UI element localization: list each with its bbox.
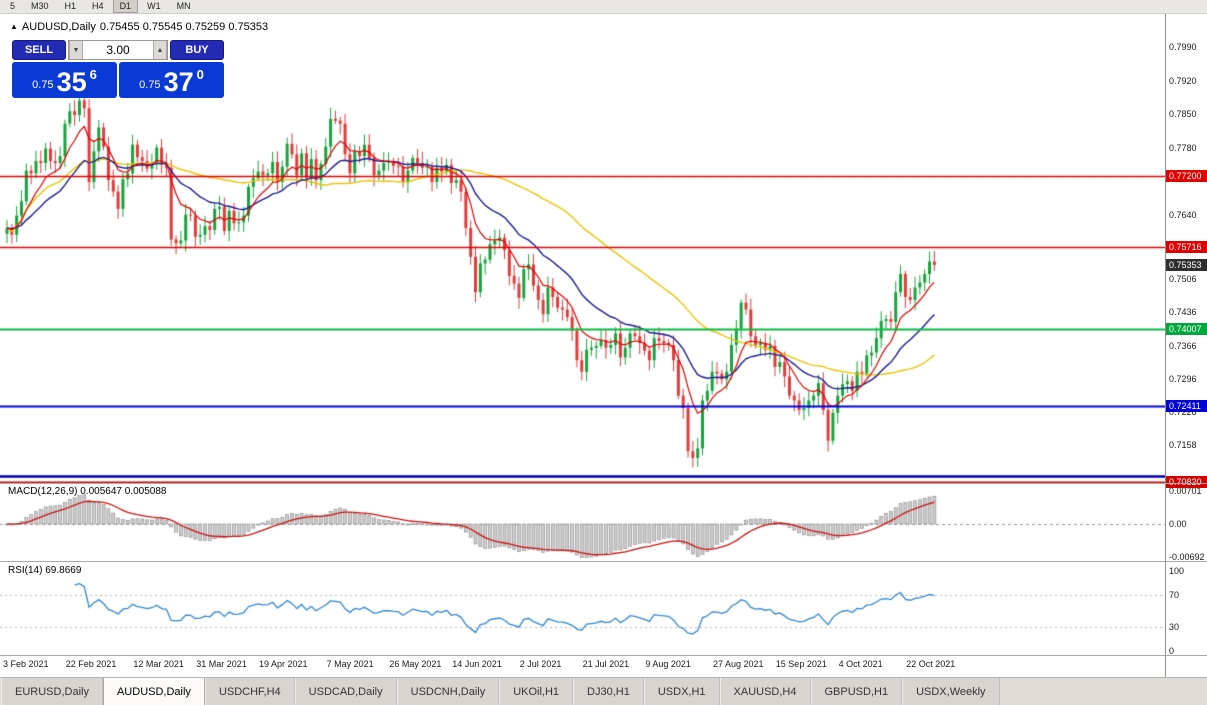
one-click-collapse-icon[interactable]: ▲ — [10, 22, 18, 31]
date-axis-label: 2 Jul 2021 — [519, 659, 562, 669]
macd-axis-label: 0.00 — [1169, 519, 1187, 529]
price-axis-label: 0.7228 — [1169, 406, 1197, 417]
date-axis-label: 22 Feb 2021 — [65, 659, 117, 669]
date-axis-label: 19 Apr 2021 — [258, 659, 308, 669]
chart-title: ▲ AUDUSD,Daily 0.75455 0.75545 0.75259 0… — [10, 21, 268, 33]
price-axis-label: 0.7436 — [1169, 307, 1197, 318]
rsi-axis-label: 30 — [1169, 622, 1180, 632]
buy-price-point: 0 — [196, 67, 204, 82]
volume-input[interactable] — [83, 41, 153, 59]
sell-price-pips: 35 — [56, 67, 87, 97]
macd-pane-separator[interactable] — [0, 483, 1207, 484]
chart-tab-usdcnh-daily[interactable]: USDCNH,Daily — [396, 678, 500, 705]
date-axis-label: 15 Sep 2021 — [775, 659, 827, 669]
chart-tab-usdx-weekly[interactable]: USDX,Weekly — [902, 678, 1000, 705]
chart-ohlc-values: 0.75455 0.75545 0.75259 0.75353 — [99, 21, 269, 33]
price-axis-label: 0.7296 — [1169, 374, 1197, 385]
rsi-axis-label: 70 — [1169, 590, 1180, 600]
timeframe-toolbar: 5 M30 H1 H4 D1 W1 MN — [0, 0, 1207, 14]
chart-tab-bar: EURUSD,Daily AUDUSD,Daily USDCHF,H4 USDCAD,… — [0, 677, 1207, 705]
chart-tab-gbpusd-h1[interactable]: GBPUSD,H1 — [810, 678, 903, 705]
sell-price-head: 0.75 — [32, 79, 54, 91]
date-axis-label: 27 Aug 2021 — [713, 659, 764, 669]
chart-tab-eurusd-daily[interactable]: EURUSD,Daily — [1, 678, 103, 705]
chart-area: ▲ AUDUSD,Daily 0.75455 0.75545 0.75259 0… — [0, 14, 1207, 677]
date-axis-label: 22 Oct 2021 — [906, 659, 956, 669]
timeframe-button-d1[interactable]: D1 — [112, 0, 139, 13]
timeframe-button-5[interactable]: 5 — [10, 1, 16, 11]
price-axis-label: 0.7850 — [1169, 109, 1197, 120]
price-axis-label: 0.7920 — [1169, 75, 1197, 86]
current-price-tag: 0.75353 — [1166, 258, 1207, 271]
support-green-price-tag: 0.74007 — [1166, 323, 1207, 336]
price-axis-label: 0.7506 — [1169, 273, 1197, 284]
volume-decrease-button[interactable]: ▼ — [69, 41, 83, 59]
date-axis-label: 21 Jul 2021 — [582, 659, 630, 669]
macd-indicator-label: MACD(12,26,9) 0.005647 0.005088 — [8, 486, 167, 497]
date-axis-label: 3 Feb 2021 — [3, 659, 49, 669]
timeframe-button-m30[interactable]: M30 — [31, 1, 49, 11]
chart-tab-dj30-h1[interactable]: DJ30,H1 — [573, 678, 644, 705]
chart-symbol-label: AUDUSD,Daily — [21, 21, 96, 33]
macd-axis-label: 0.00701 — [1169, 485, 1202, 496]
support-red-price-tag: 0.70820 — [1166, 475, 1207, 488]
chart-tab-usdcad-daily[interactable]: USDCAD,Daily — [294, 678, 397, 705]
volume-increase-button[interactable]: ▲ — [153, 41, 167, 59]
price-axis-label: 0.7780 — [1169, 142, 1197, 153]
sell-price-point: 6 — [89, 67, 97, 82]
buy-price-panel[interactable]: 0.75 37 0 — [119, 62, 224, 98]
date-axis-separator — [0, 655, 1207, 656]
date-axis[interactable]: 3 Feb 2021 22 Feb 2021 12 Mar 2021 31 Mar 2… — [0, 655, 1166, 677]
date-axis-label: 31 Mar 2021 — [196, 659, 247, 669]
chart-tab-usdchf-h4[interactable]: USDCHF,H4 — [204, 678, 295, 705]
buy-price-pips: 37 — [163, 67, 194, 97]
chart-tab-audusd-daily[interactable]: AUDUSD,Daily — [102, 678, 205, 705]
one-click-trading-panel: SELL ▼ ▲ BUY 0.75 35 6 0.75 37 0 — [12, 40, 224, 98]
resistance-2-price-tag: 0.75716 — [1166, 241, 1207, 254]
chart-tab-usdx-h1[interactable]: USDX,H1 — [643, 678, 720, 705]
sell-button[interactable]: SELL — [12, 40, 66, 60]
macd-axis-label: -0.00692 — [1169, 551, 1205, 562]
price-axis[interactable]: 0.7990 0.7920 0.7850 0.7780 0.7640 0.7506 0.74… — [1165, 14, 1207, 677]
price-axis-label: 0.7640 — [1169, 209, 1197, 220]
date-axis-label: 26 May 2021 — [389, 659, 442, 669]
price-axis-label: 0.7366 — [1169, 340, 1197, 351]
timeframe-button-h4[interactable]: H4 — [92, 1, 104, 11]
buy-button[interactable]: BUY — [170, 40, 224, 60]
volume-box: ▼ ▲ — [68, 40, 168, 60]
date-axis-label: 12 Mar 2021 — [133, 659, 184, 669]
date-axis-label: 7 May 2021 — [326, 659, 374, 669]
chart-tab-xauusd-h4[interactable]: XAUUSD,H4 — [719, 678, 811, 705]
sell-price-panel[interactable]: 0.75 35 6 — [12, 62, 117, 98]
timeframe-button-h1[interactable]: H1 — [64, 1, 77, 11]
buy-price-head: 0.75 — [139, 79, 161, 91]
price-axis-label: 0.7158 — [1169, 440, 1197, 451]
rsi-axis-label: 0 — [1169, 646, 1175, 656]
timeframe-button-mn[interactable]: MN — [176, 1, 191, 11]
timeframe-button-w1[interactable]: W1 — [147, 1, 161, 11]
rsi-pane-separator[interactable] — [0, 561, 1207, 562]
rsi-indicator-label: RSI(14) 69.8669 — [8, 565, 82, 576]
chart-tab-ukoil-h1[interactable]: UKOil,H1 — [499, 678, 574, 705]
date-axis-label: 4 Oct 2021 — [838, 659, 883, 669]
date-axis-label: 9 Aug 2021 — [645, 659, 691, 669]
price-chart-canvas[interactable] — [0, 14, 1207, 677]
support-blue-price-tag: 0.72411 — [1166, 399, 1207, 412]
rsi-axis-label: 100 — [1169, 566, 1185, 576]
date-axis-label: 14 Jun 2021 — [452, 659, 502, 669]
price-axis-label: 0.7990 — [1169, 42, 1197, 52]
resistance-1-price-tag: 0.77200 — [1166, 170, 1207, 183]
